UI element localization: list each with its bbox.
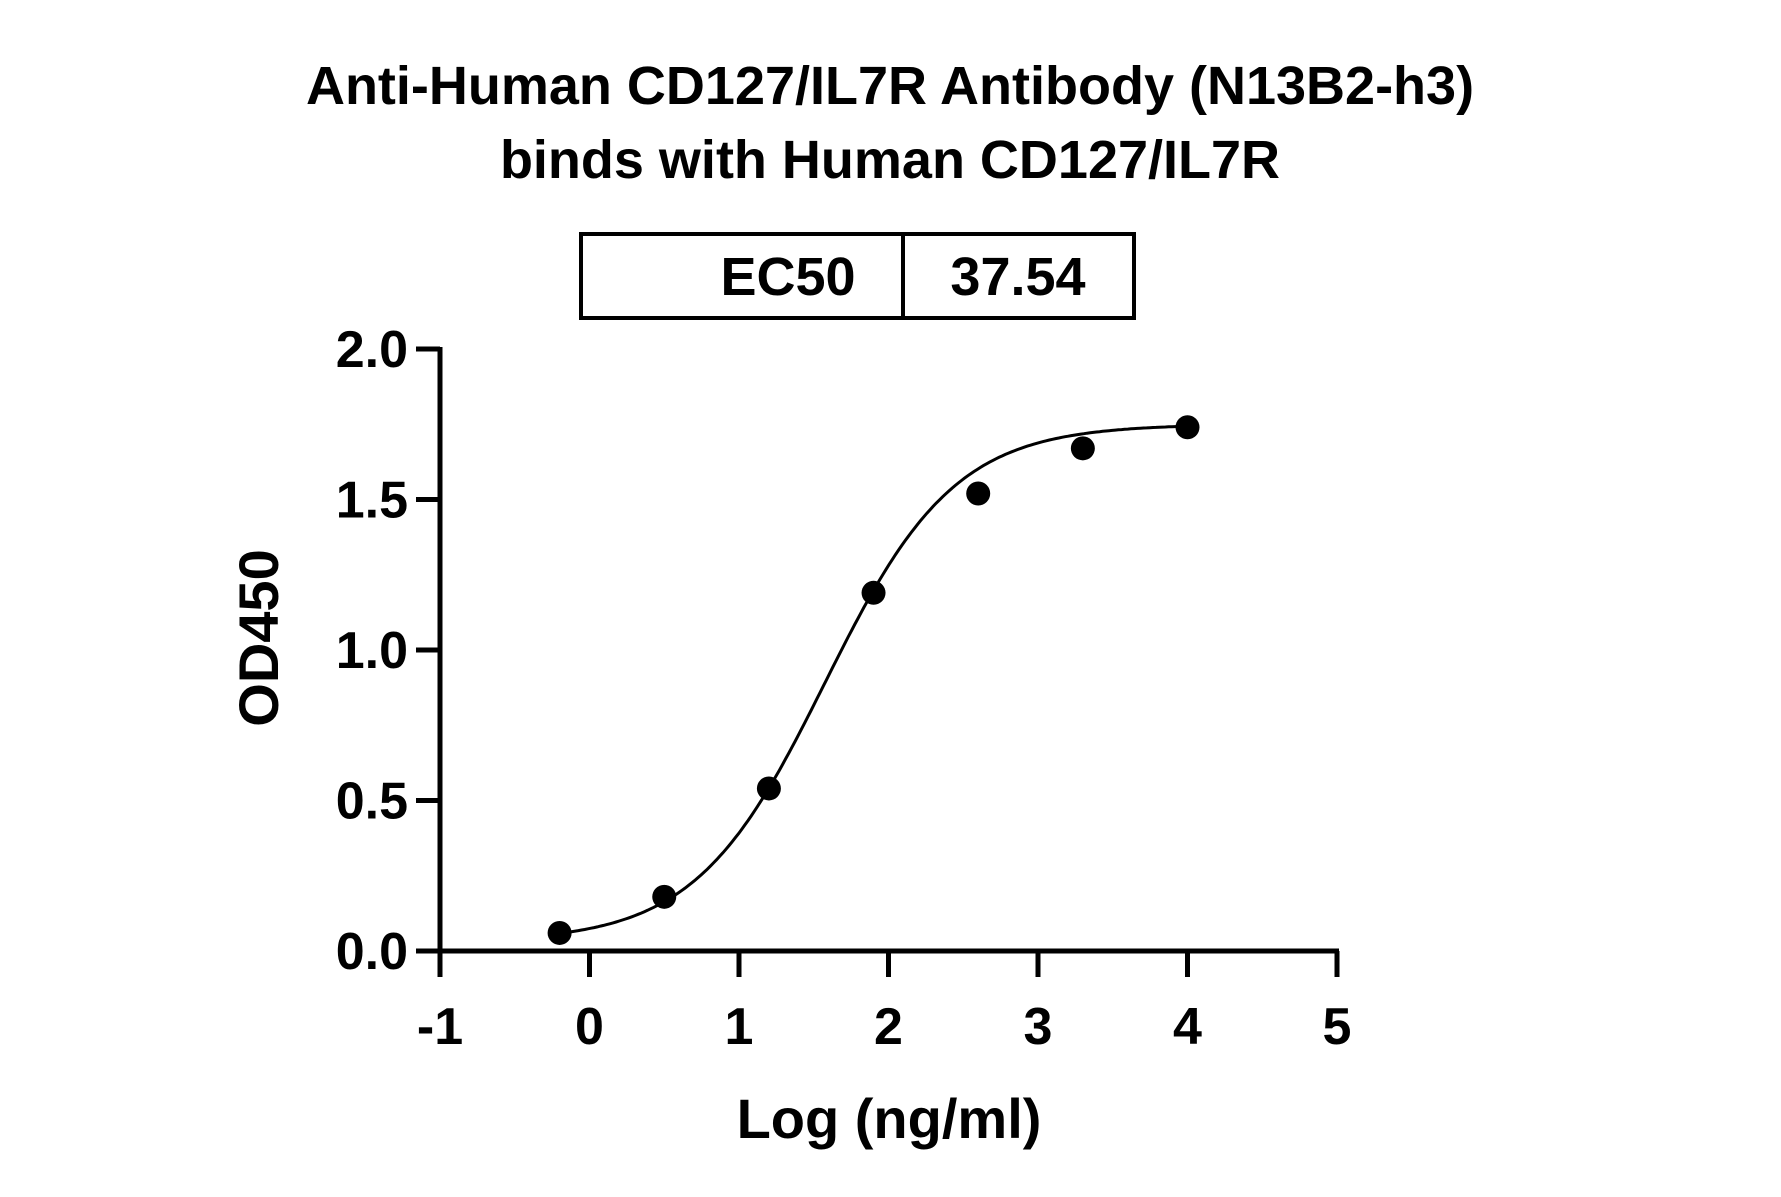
chart-title-line-1: Anti-Human CD127/IL7R Antibody (N13B2-h3… xyxy=(306,56,1474,116)
data-point xyxy=(652,884,677,909)
y-axis-label: OD450 xyxy=(227,549,290,726)
chart-title-line-2: binds with Human CD127/IL7R xyxy=(500,130,1280,190)
x-tick-label: 5 xyxy=(1323,998,1352,1056)
data-point xyxy=(966,481,991,506)
data-point xyxy=(756,776,781,801)
ec50-value: 37.54 xyxy=(950,247,1085,307)
y-tick-label: 1.0 xyxy=(336,622,408,680)
x-tick-label: 0 xyxy=(575,998,604,1056)
x-tick-label: 3 xyxy=(1024,998,1053,1056)
ec50-table-border xyxy=(579,232,1136,320)
ec50-label: EC50 xyxy=(720,247,855,307)
y-tick-label: 2.0 xyxy=(336,321,408,379)
data-point xyxy=(861,580,886,605)
fit-curve xyxy=(559,424,1188,935)
x-axis-label: Log (ng/ml) xyxy=(737,1087,1042,1150)
y-tick-label: 0.5 xyxy=(336,773,408,831)
x-tick-label: 2 xyxy=(874,998,903,1056)
x-tick-label: 4 xyxy=(1173,998,1202,1056)
data-point xyxy=(547,920,572,945)
data-point xyxy=(1175,415,1200,440)
x-tick-label: -1 xyxy=(417,998,463,1056)
y-tick-label: 0.0 xyxy=(336,923,408,981)
y-tick-label: 1.5 xyxy=(336,472,408,530)
x-tick-label: 1 xyxy=(725,998,754,1056)
data-points xyxy=(547,415,1200,945)
ec50-table: EC50 37.54 xyxy=(579,232,1136,320)
data-point xyxy=(1070,436,1095,461)
axes: -1 0 1 2 3 4 5 0.0 0.5 1.0 1.5 2.0 xyxy=(336,321,1352,1056)
